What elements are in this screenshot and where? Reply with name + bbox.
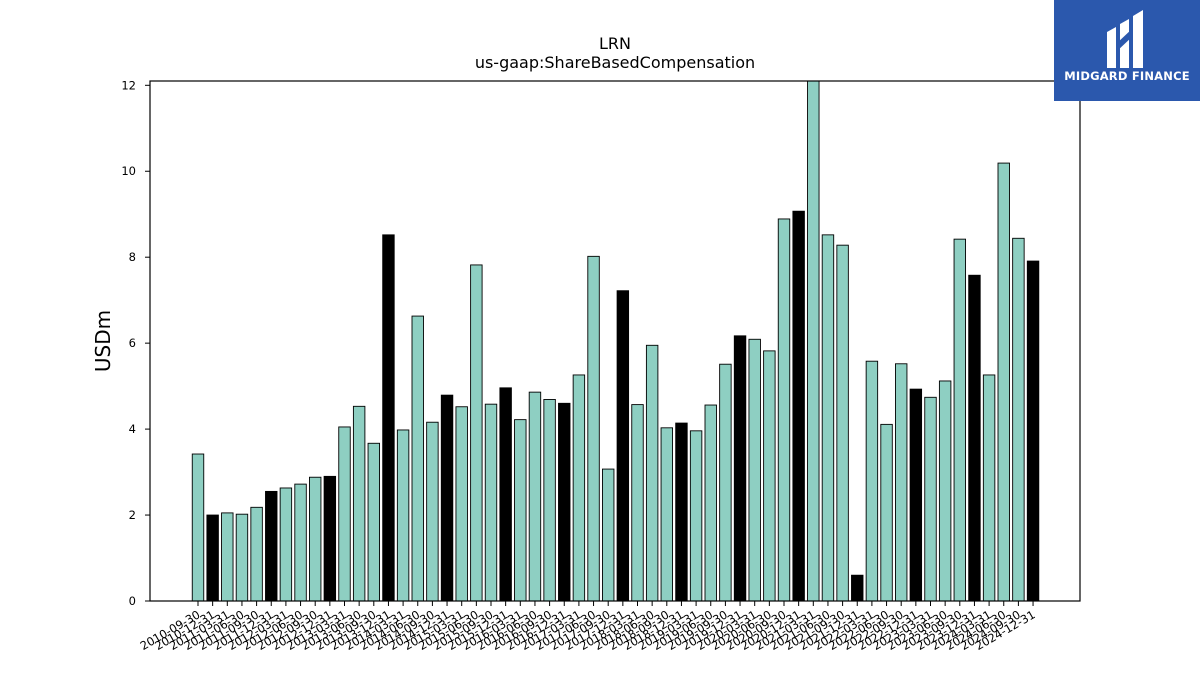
bar-2024-06-30 xyxy=(997,162,1010,602)
bar-2014-12-31 xyxy=(440,394,454,602)
bar-2014-03-31 xyxy=(396,429,410,602)
bar-2019-12-31 xyxy=(733,335,747,602)
y-tick-label: 12 xyxy=(121,78,136,92)
bar-2014-06-30 xyxy=(411,315,424,602)
bar-2022-03-31 xyxy=(865,360,879,602)
bar-2012-12-31 xyxy=(323,475,337,602)
bar-2013-09-30 xyxy=(367,442,380,602)
bar-2021-12-31 xyxy=(851,574,864,602)
bar-2023-12-31 xyxy=(968,274,981,602)
bar-2011-09-30 xyxy=(250,506,263,602)
bar-2023-03-31 xyxy=(924,396,937,602)
y-tick-label: 0 xyxy=(129,594,136,608)
bars-layer xyxy=(191,80,1040,602)
bar-2023-06-30 xyxy=(938,380,952,602)
bar-2019-03-31 xyxy=(689,430,703,602)
bar-2018-12-31 xyxy=(675,422,688,602)
y-tick-label: 8 xyxy=(129,250,136,264)
bar-2017-12-31 xyxy=(616,290,630,602)
bar-2011-12-31 xyxy=(265,490,278,602)
chart-subtitle: us-gaap:ShareBasedCompensation xyxy=(475,53,755,72)
bar-2021-09-30 xyxy=(836,244,849,602)
bar-2020-06-30 xyxy=(763,350,776,602)
bar-2017-03-31 xyxy=(572,374,586,602)
bar-2020-12-31 xyxy=(792,210,805,602)
midgard-logo-icon xyxy=(1107,10,1143,68)
bar-2022-09-30 xyxy=(895,363,908,602)
midgard-finance-logo: MIDGARD FINANCE xyxy=(1054,0,1200,101)
bar-2019-09-30 xyxy=(719,363,732,602)
bar-2024-12-31 xyxy=(1026,260,1040,602)
bar-2013-06-30 xyxy=(352,405,366,602)
bar-2011-03-31 xyxy=(221,512,234,602)
plot-frame xyxy=(149,80,1081,602)
bar-2013-03-31 xyxy=(338,426,351,602)
bar-2010-09-30 xyxy=(191,453,205,602)
bar-2015-09-30 xyxy=(484,403,498,602)
bar-2014-09-30 xyxy=(426,421,439,602)
bar-2015-03-31 xyxy=(455,406,468,602)
chart-title: LRN xyxy=(599,34,631,53)
bar-2015-06-30 xyxy=(470,264,483,602)
bar-2011-06-30 xyxy=(235,513,249,602)
bar-2012-09-30 xyxy=(309,476,322,602)
bar-2010-12-31 xyxy=(206,514,219,602)
bar-2012-03-31 xyxy=(279,487,293,602)
bar-2016-06-30 xyxy=(528,391,542,602)
bar-2024-03-31 xyxy=(982,374,996,602)
bar-2020-03-31 xyxy=(748,338,761,602)
bar-2018-09-30 xyxy=(660,427,673,602)
bar-2018-03-31 xyxy=(631,404,644,602)
bar-2021-06-30 xyxy=(821,234,835,602)
y-tick-label: 6 xyxy=(129,336,136,350)
bar-2015-12-31 xyxy=(499,387,512,602)
y-tick-label: 10 xyxy=(121,164,136,178)
bar-2017-06-30 xyxy=(587,255,600,602)
bar-2016-03-31 xyxy=(514,419,527,602)
bar-2022-12-31 xyxy=(909,388,923,602)
logo-text: MIDGARD FINANCE xyxy=(1064,69,1190,83)
bar-2013-12-31 xyxy=(382,234,395,602)
y-tick-label: 2 xyxy=(129,508,136,522)
bar-2018-06-30 xyxy=(645,344,659,602)
y-tick-label: 4 xyxy=(129,422,136,436)
x-axis: 2010-09-302010-12-312011-03-312011-06-30… xyxy=(138,601,1038,653)
bar-2021-03-31 xyxy=(807,80,820,602)
bar-2016-12-31 xyxy=(558,402,571,602)
bar-2012-06-30 xyxy=(294,483,307,602)
y-axis: 0 2 4 6 8 10 12 xyxy=(121,78,150,608)
bar-2024-09-30 xyxy=(1012,237,1025,602)
bar-2019-06-30 xyxy=(704,404,717,602)
bar-2016-09-30 xyxy=(543,399,556,602)
bar-2022-06-30 xyxy=(880,423,893,602)
bar-2023-09-30 xyxy=(953,238,966,602)
bar-2020-09-30 xyxy=(777,218,791,602)
y-axis-label: USDm xyxy=(91,310,115,372)
bar-2017-09-30 xyxy=(602,468,615,602)
